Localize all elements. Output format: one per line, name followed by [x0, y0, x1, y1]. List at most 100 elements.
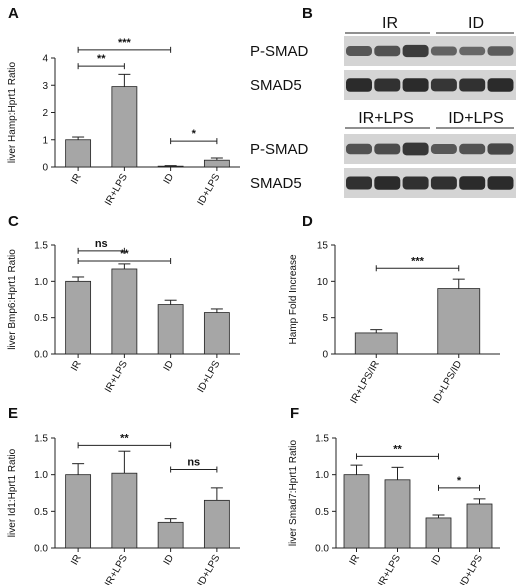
chart-d-y-tick-label: 15	[317, 241, 329, 252]
blot-band	[430, 176, 457, 190]
chart-d-category-label: ID+LPS/ID	[431, 359, 464, 406]
chart-f-significance-label: *	[457, 475, 462, 487]
chart-d-bar	[354, 332, 398, 355]
blot-band	[459, 46, 486, 56]
blot-band	[402, 78, 429, 92]
blot-band	[346, 143, 372, 155]
blot-band	[430, 78, 457, 92]
chart-e-bar	[203, 499, 230, 549]
blot-strip-psmad-top	[344, 36, 516, 66]
chart-c-category-label: IR+LPS	[103, 359, 130, 395]
chart-panel-a: 0 1 2 3 4 liver Hamp:Hprt1 Ratio IR IR+LPS ID ID+…	[7, 37, 240, 208]
chart-c-bar	[65, 280, 92, 355]
blot-band	[374, 176, 401, 190]
chart-a-y-tick-label: 1	[42, 135, 48, 146]
chart-d-y-tick-label: 0	[322, 350, 328, 361]
chart-panel-d: 0 5 10 15 Hamp Fold Increase IR+LPS/IR ID+LPS/…	[288, 241, 500, 406]
panel-label-e: E	[8, 405, 18, 422]
chart-e-category-label: ID	[162, 553, 177, 567]
blot-row-label-psmad-top: P-SMAD	[250, 43, 309, 60]
chart-f-y-tick-label: 0.0	[315, 544, 329, 555]
chart-f-y-tick-label: 1.5	[315, 434, 329, 445]
chart-f-significance-label: **	[393, 443, 402, 455]
chart-f-bar	[343, 474, 370, 549]
chart-f-bar	[425, 517, 452, 549]
blot-band	[346, 46, 372, 56]
chart-c-category-label: ID	[162, 359, 177, 373]
chart-a-category-label: IR	[69, 172, 84, 186]
blot-band	[346, 78, 372, 92]
blot-band	[459, 176, 486, 190]
chart-f-y-axis-label: liver Smad7:Hprt1 Ratio	[288, 439, 299, 546]
chart-panel-c: 0.0 0.5 1.0 1.5 liver Bmp6:Hprt1 Ratio IR IR+L…	[7, 238, 240, 395]
blot-row-label-smad5-top: SMAD5	[250, 77, 302, 94]
blot-band	[402, 176, 429, 190]
blot-strip-psmad-bottom	[344, 134, 516, 164]
chart-a-y-axis-label: liver Hamp:Hprt1 Ratio	[7, 61, 18, 163]
chart-a-category-label: ID+LPS	[196, 172, 223, 208]
chart-c-y-axis-label: liver Bmp6:Hprt1 Ratio	[7, 249, 18, 350]
chart-c-significance-label: **	[120, 248, 129, 260]
blot-band	[459, 78, 486, 92]
chart-a-significance-label: *	[192, 128, 197, 140]
chart-e-bar	[157, 521, 184, 549]
chart-f-category-label: ID	[430, 553, 445, 567]
chart-e-y-tick-label: 1.5	[34, 434, 48, 445]
chart-panel-e: 0.0 0.5 1.0 1.5 liver Id1:Hprt1 Ratio IR IR+LP…	[7, 432, 240, 585]
blot-group-label-ir-lps: IR+LPS	[358, 110, 414, 127]
chart-a-bar	[111, 86, 138, 168]
chart-e-bar	[65, 474, 92, 549]
blot-band	[374, 78, 401, 92]
chart-a-y-tick-label: 2	[42, 108, 48, 119]
blot-band	[430, 46, 457, 56]
chart-a-y-tick-label: 4	[42, 54, 48, 65]
panel-label-c: C	[8, 213, 19, 230]
blot-band	[402, 142, 429, 156]
chart-a-y-tick-label: 0	[42, 163, 48, 174]
blot-group-label-id: ID	[468, 15, 484, 32]
chart-panel-f: 0.0 0.5 1.0 1.5 liver Smad7:Hprt1 Ratio IR IR+…	[288, 434, 500, 585]
chart-e-y-axis-label: liver Id1:Hprt1 Ratio	[7, 448, 18, 537]
chart-a-category-label: ID	[162, 172, 177, 186]
blot-group-label-ir: IR	[382, 15, 398, 32]
chart-a-y-tick-label: 3	[42, 81, 48, 92]
chart-e-category-label: ID+LPS	[196, 553, 223, 585]
western-blot-top: IR ID P-SMAD SMAD5	[250, 15, 516, 100]
blot-strip-smad5-bottom	[344, 168, 516, 198]
blot-band	[374, 143, 401, 155]
panel-label-f: F	[290, 405, 299, 422]
chart-c-bar	[203, 312, 230, 355]
blot-band	[459, 143, 486, 155]
blot-strip-smad5-top	[344, 70, 516, 100]
chart-f-y-tick-label: 1.0	[315, 470, 329, 481]
chart-e-category-label: IR+LPS	[103, 553, 130, 585]
blot-band	[487, 176, 514, 190]
chart-a-bar	[157, 165, 184, 168]
chart-d-significance-label: ***	[411, 255, 425, 267]
blot-band	[374, 45, 401, 57]
blot-group-label-id-lps: ID+LPS	[448, 110, 504, 127]
chart-d-category-label: IR+LPS/IR	[349, 359, 382, 406]
chart-e-significance-label: **	[120, 432, 129, 444]
chart-f-bar	[466, 503, 493, 549]
chart-c-bar	[157, 304, 184, 355]
chart-e-y-tick-label: 0.0	[34, 544, 48, 555]
chart-c-category-label: ID+LPS	[196, 359, 223, 395]
western-blot-bottom: IR+LPS ID+LPS P-SMAD SMAD5	[250, 110, 516, 198]
chart-c-y-tick-label: 0.0	[34, 350, 48, 361]
chart-c-significance-label: ns	[95, 238, 108, 250]
chart-c-y-tick-label: 1.5	[34, 241, 48, 252]
chart-f-bar	[384, 479, 411, 549]
chart-d-bar	[437, 288, 481, 355]
chart-a-category-label: IR+LPS	[103, 172, 130, 208]
chart-a-bar	[65, 139, 92, 168]
chart-e-y-tick-label: 0.5	[34, 507, 48, 518]
chart-a-significance-label: ***	[118, 37, 132, 49]
blot-row-label-psmad-bottom: P-SMAD	[250, 141, 309, 158]
chart-a-significance-label: **	[97, 53, 106, 65]
chart-f-category-label: ID+LPS	[458, 553, 485, 585]
chart-a-bar	[203, 159, 230, 168]
chart-c-y-tick-label: 1.0	[34, 277, 48, 288]
blot-band	[402, 44, 429, 58]
